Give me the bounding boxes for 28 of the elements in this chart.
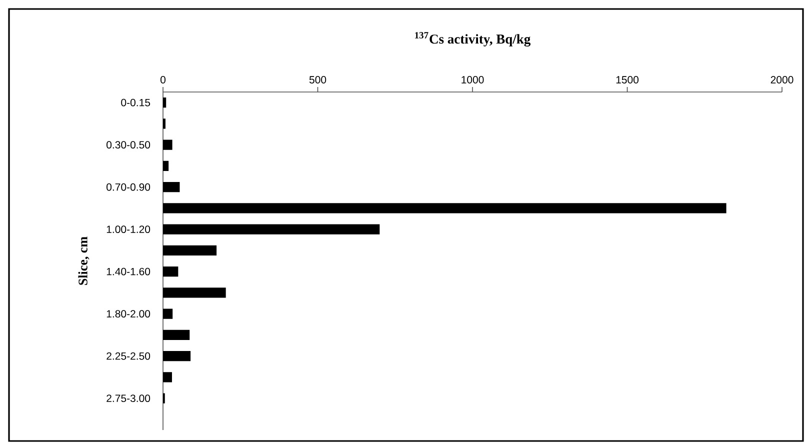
x-tick-label: 1000: [462, 76, 484, 84]
bar: [163, 350, 191, 362]
y-tick-label: 1.40-1.60: [106, 268, 150, 276]
bar: [163, 182, 180, 192]
bar: [163, 140, 172, 150]
y-tick-label: 0-0.15: [121, 98, 150, 106]
x-tick-label: 500: [309, 76, 326, 84]
y-tick-label: 2.75-3.00: [106, 394, 150, 402]
bar: [163, 224, 380, 234]
x-tick-label: 0: [160, 76, 166, 84]
chart-title: $^{137}$Cs activity, Bq/kg: [415, 32, 531, 47]
y-tick-label: 0.70-0.90: [106, 183, 150, 191]
bar: [163, 160, 169, 172]
bar: [163, 308, 173, 319]
bar: [163, 372, 172, 382]
y-axis-title: Slice, cm: [78, 236, 90, 285]
bar: [163, 97, 166, 108]
y-tick-label: 0.30-0.50: [106, 141, 150, 149]
y-tick-label: 1.80-2.00: [106, 310, 150, 318]
x-tick-label: 2000: [770, 76, 794, 84]
x-tick-label: 1500: [616, 76, 639, 84]
bar: [163, 288, 226, 298]
bar: [163, 266, 178, 277]
bar: [163, 245, 217, 256]
y-tick-label: 1.00-1.20: [106, 226, 150, 234]
bar: [163, 330, 190, 340]
y-tick-label: 2.25-2.50: [106, 352, 150, 360]
bar: [163, 203, 726, 214]
